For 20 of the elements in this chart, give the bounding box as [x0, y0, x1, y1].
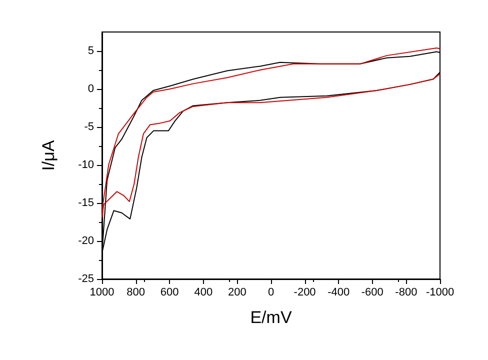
x-tick-label: -1000	[426, 286, 454, 298]
x-tick-label: -200	[294, 286, 316, 298]
x-tick-label: -600	[361, 286, 384, 298]
x-axis-title: E/mV	[250, 308, 292, 327]
y-tick-label: -10	[78, 159, 94, 171]
y-tick-label: -25	[78, 273, 94, 285]
y-axis-title: I/μA	[39, 140, 58, 171]
x-tick-label: -800	[395, 286, 418, 298]
y-tick-label: -15	[78, 197, 94, 209]
y-tick-label: -5	[84, 121, 94, 133]
y-tick-label: 5	[88, 45, 94, 57]
x-tick-label: 0	[268, 286, 274, 298]
x-tick-label: 1000	[90, 286, 114, 298]
y-tick-label: -20	[78, 235, 94, 247]
x-tick-label: 200	[228, 286, 246, 298]
x-tick-label: 400	[194, 286, 213, 298]
x-tick-label: -400	[328, 286, 350, 298]
x-tick-label: 600	[160, 286, 179, 298]
x-tick-label: 800	[126, 286, 145, 298]
y-tick-label: 0	[88, 83, 94, 95]
